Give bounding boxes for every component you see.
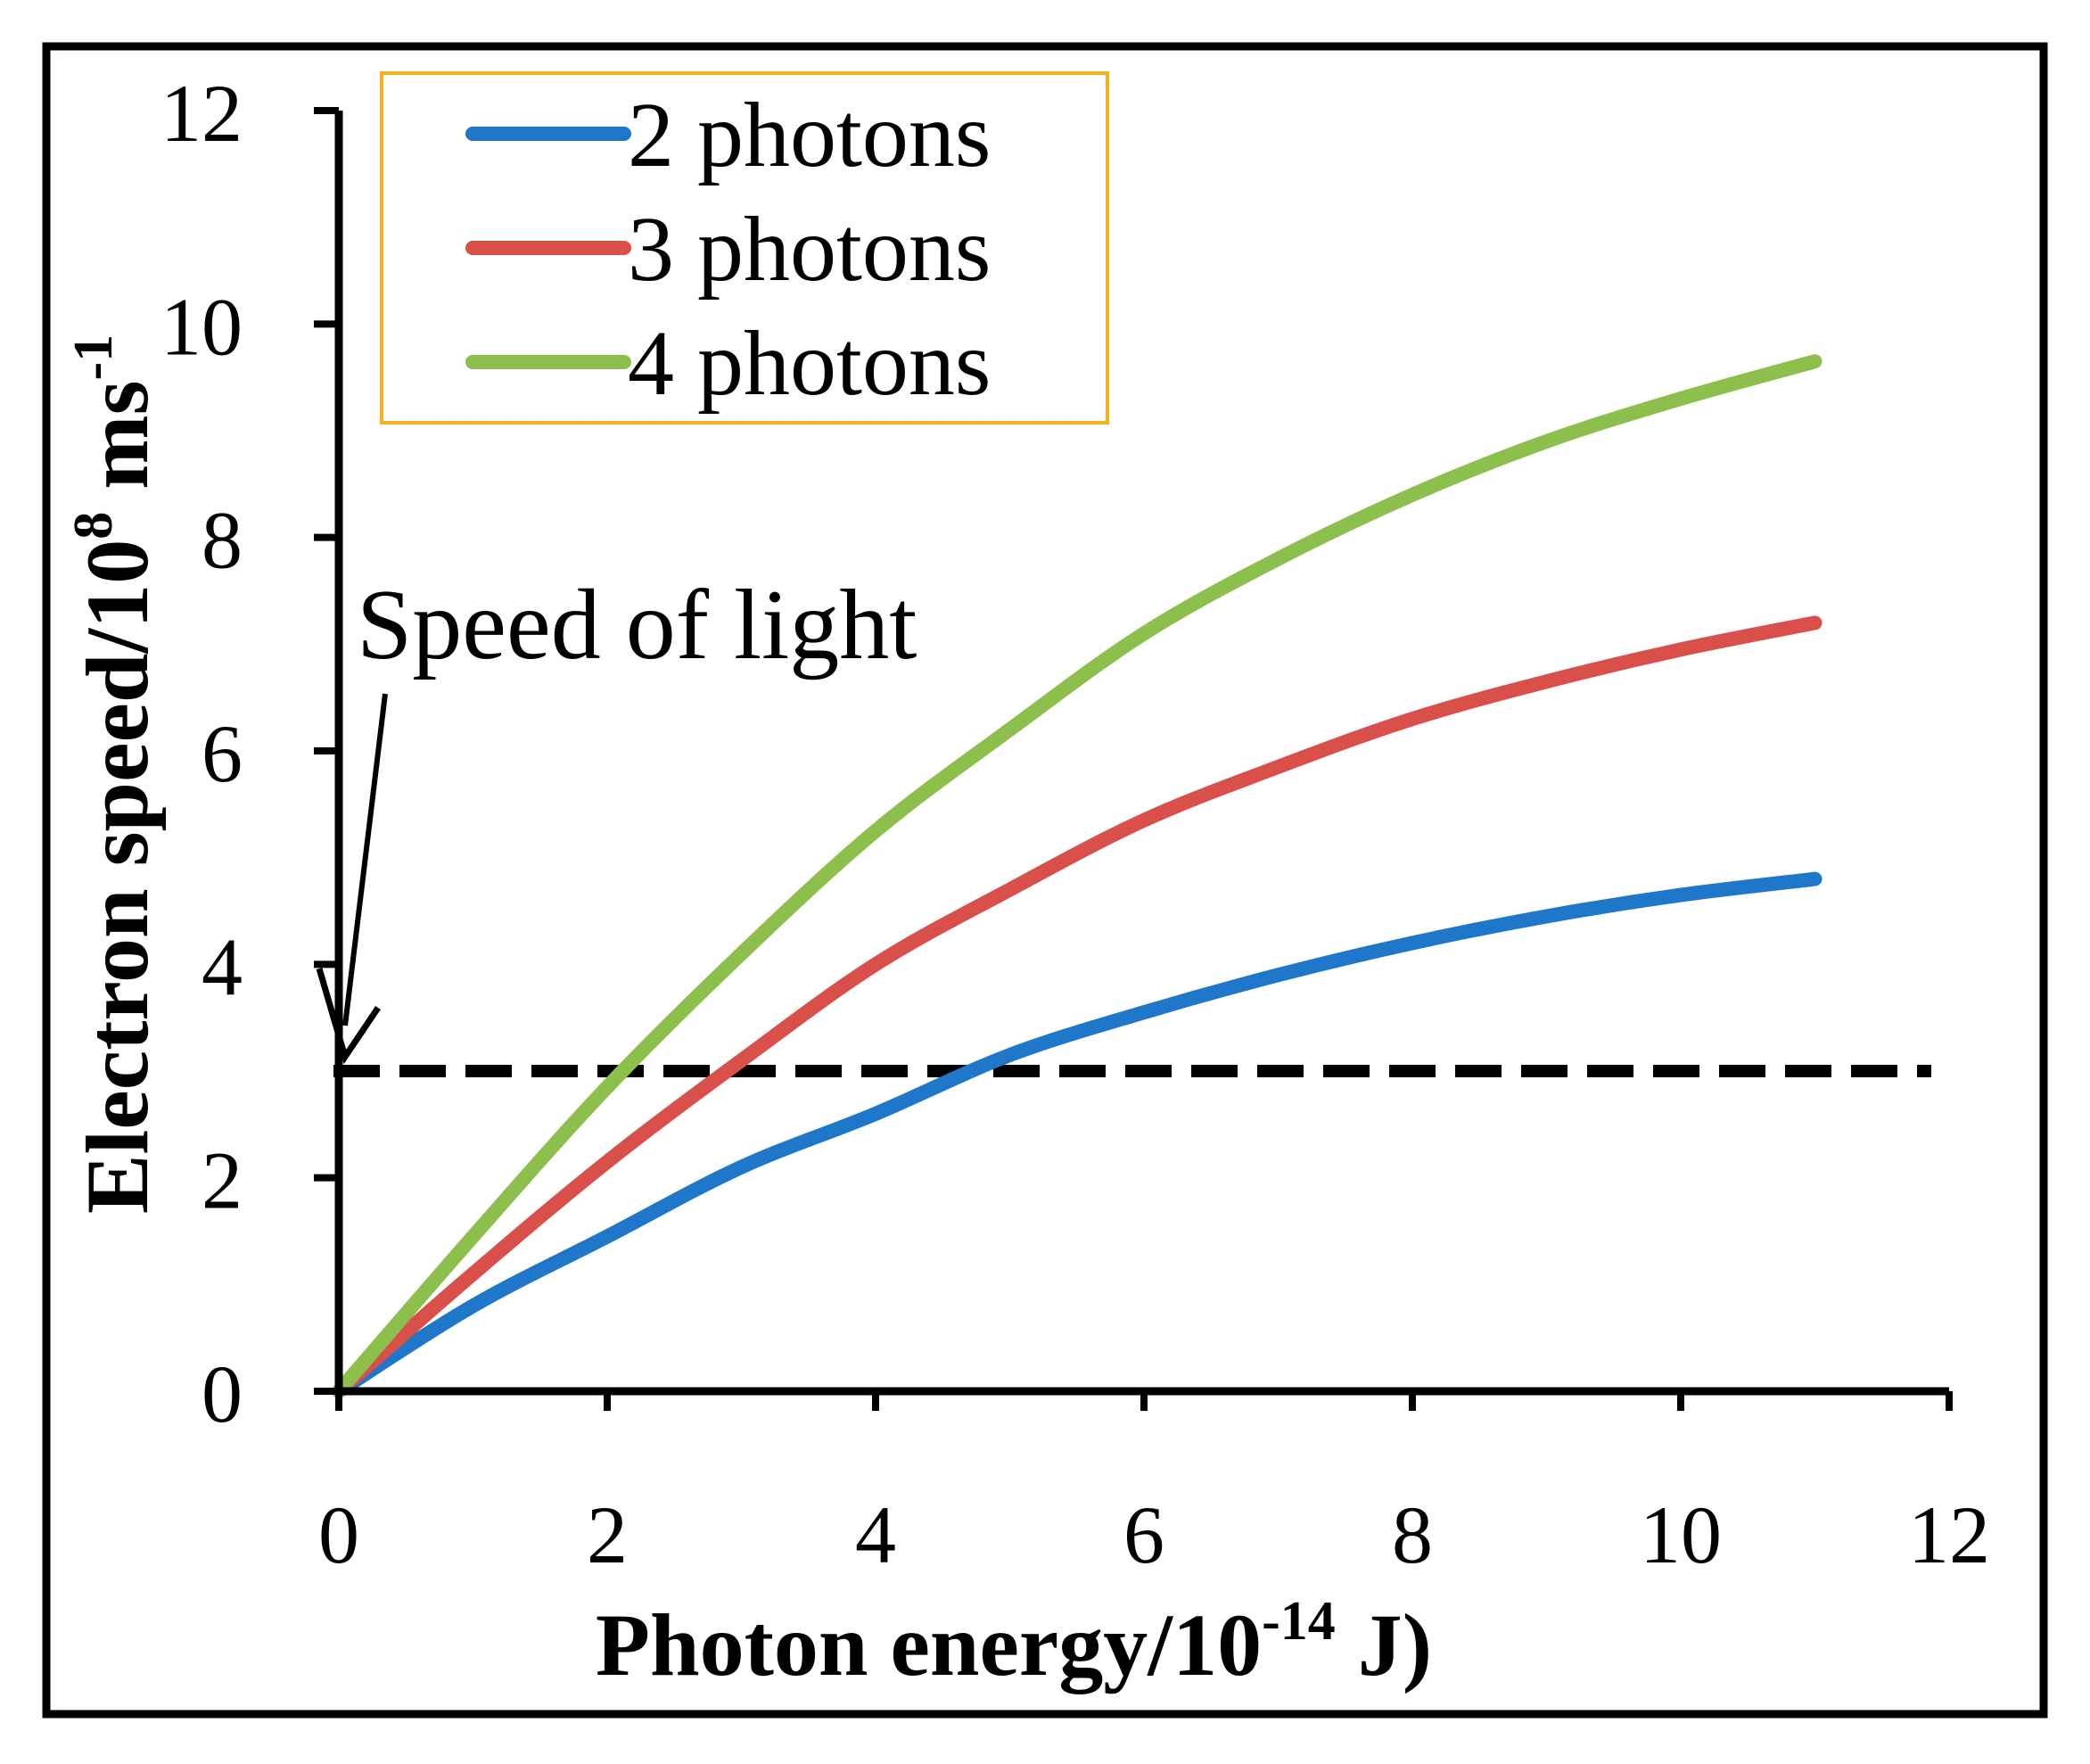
y-axis-title-base: Electron speed/10 <box>68 540 167 1214</box>
x-tick-label: 4 <box>855 1489 896 1580</box>
y-tick-label: 0 <box>202 1348 243 1439</box>
y-tick-label: 6 <box>202 708 243 799</box>
x-axis-title-suffix: J) <box>1336 1595 1432 1694</box>
x-axis-title-exponent: -14 <box>1262 1591 1336 1652</box>
speed-of-light-label: Speed of light <box>357 570 917 680</box>
legend-label-2-photons: 2 photons <box>628 84 991 186</box>
y-axis-title-unit-exponent: -1 <box>63 334 124 381</box>
y-axis-title: Electron speed/108 ms-1 <box>63 334 167 1214</box>
y-tick-label: 12 <box>160 68 243 159</box>
x-tick-label: 10 <box>1640 1489 1722 1580</box>
x-tick-label: 0 <box>318 1489 359 1580</box>
y-tick-label: 10 <box>160 281 243 372</box>
y-axis-title-exponent: 8 <box>63 512 124 540</box>
legend-label-3-photons: 3 photons <box>628 198 991 301</box>
x-tick-label: 6 <box>1123 1489 1164 1580</box>
y-tick-label: 8 <box>202 495 243 586</box>
series-line-3-photons <box>332 615 1823 1398</box>
legend-label-4-photons: 4 photons <box>628 312 991 415</box>
series-line-2-photons <box>332 871 1823 1398</box>
x-tick-label: 2 <box>587 1489 628 1580</box>
y-tick-label: 4 <box>202 921 243 1012</box>
annotation-arrow-head <box>316 968 381 1065</box>
ticks-layer: 0 2 4 6 8 10 12 0 2 4 6 8 10 12 <box>160 68 1990 1580</box>
x-tick-label: 8 <box>1392 1489 1433 1580</box>
y-axis-title-unit: ms <box>68 380 167 511</box>
x-axis-title-base: Photon energy/10 <box>596 1595 1262 1694</box>
annotation-arrow-shaft <box>342 693 388 1026</box>
series-line-4-photons <box>332 354 1823 1398</box>
x-tick-label: 12 <box>1908 1489 1990 1580</box>
speed-of-light-arrow <box>316 693 388 1065</box>
y-tick-label: 2 <box>202 1135 243 1226</box>
series-layer <box>332 354 1823 1398</box>
legend: 2 photons 3 photons 4 photons <box>380 71 1109 425</box>
x-axis-title: Photon energy/10-14 J) <box>596 1591 1432 1694</box>
